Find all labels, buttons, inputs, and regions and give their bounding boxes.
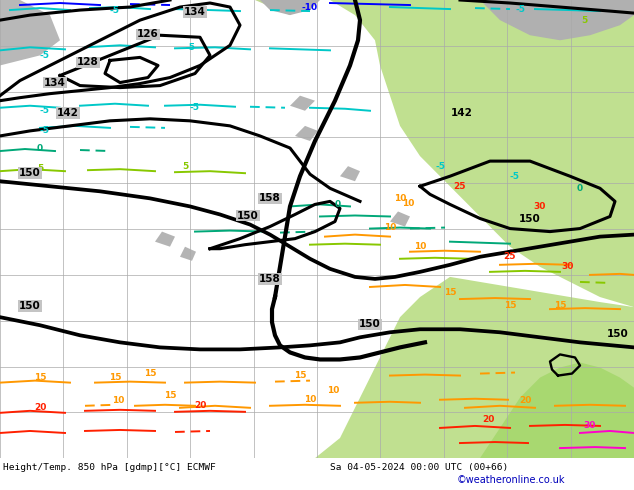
Text: 25: 25 xyxy=(454,182,466,191)
Polygon shape xyxy=(180,246,196,261)
Polygon shape xyxy=(290,96,315,111)
Polygon shape xyxy=(480,363,634,458)
Text: 15: 15 xyxy=(164,391,176,400)
Text: Sa 04-05-2024 00:00 UTC (00+66): Sa 04-05-2024 00:00 UTC (00+66) xyxy=(330,464,508,472)
Text: 126: 126 xyxy=(137,29,159,39)
Text: 150: 150 xyxy=(19,301,41,311)
Text: -5: -5 xyxy=(190,103,200,112)
Text: 20: 20 xyxy=(519,396,531,405)
Text: 142: 142 xyxy=(57,108,79,118)
Text: 158: 158 xyxy=(259,274,281,284)
Text: 128: 128 xyxy=(77,57,99,68)
Text: 15: 15 xyxy=(444,288,456,296)
Text: ©weatheronline.co.uk: ©weatheronline.co.uk xyxy=(456,475,565,485)
Text: 10: 10 xyxy=(384,222,396,232)
Text: 20: 20 xyxy=(194,401,206,410)
Text: 20: 20 xyxy=(34,403,46,412)
Text: 20: 20 xyxy=(482,416,494,424)
Polygon shape xyxy=(390,212,410,226)
Polygon shape xyxy=(540,0,634,25)
Polygon shape xyxy=(0,0,60,66)
Text: 10: 10 xyxy=(304,395,316,404)
Text: 150: 150 xyxy=(359,319,381,329)
Polygon shape xyxy=(315,277,634,458)
Polygon shape xyxy=(0,0,30,66)
Text: 134: 134 xyxy=(184,7,206,17)
Text: 5: 5 xyxy=(581,16,587,24)
Text: 10: 10 xyxy=(327,386,339,395)
Text: 15: 15 xyxy=(553,300,566,310)
Text: -5: -5 xyxy=(110,5,120,15)
Polygon shape xyxy=(330,0,634,307)
Text: -5: -5 xyxy=(40,51,50,60)
Text: 150: 150 xyxy=(519,214,541,223)
Text: 10: 10 xyxy=(402,199,414,208)
Text: 134: 134 xyxy=(44,77,66,88)
Text: -5: -5 xyxy=(515,4,525,14)
Text: 25: 25 xyxy=(504,252,516,261)
Text: 15: 15 xyxy=(144,368,156,378)
Text: 150: 150 xyxy=(237,211,259,220)
Text: Height/Temp. 850 hPa [gdmp][°C] ECMWF: Height/Temp. 850 hPa [gdmp][°C] ECMWF xyxy=(3,464,216,472)
Text: 30: 30 xyxy=(534,202,546,211)
Polygon shape xyxy=(260,0,320,15)
Text: 30: 30 xyxy=(584,421,596,430)
Text: -5: -5 xyxy=(510,172,520,181)
Text: 10: 10 xyxy=(394,194,406,203)
Text: 15: 15 xyxy=(109,373,121,382)
Text: 5: 5 xyxy=(182,162,188,171)
Text: 0: 0 xyxy=(37,144,43,152)
Text: -5: -5 xyxy=(40,106,50,115)
Text: 15: 15 xyxy=(34,373,46,382)
Text: 30: 30 xyxy=(562,262,574,271)
Text: 150: 150 xyxy=(607,329,629,339)
Text: 158: 158 xyxy=(259,194,281,203)
Text: -10: -10 xyxy=(302,2,318,12)
Text: 0: 0 xyxy=(577,184,583,193)
Polygon shape xyxy=(255,0,310,15)
Polygon shape xyxy=(155,232,175,246)
Text: -5: -5 xyxy=(185,43,195,52)
Text: 0: 0 xyxy=(335,200,341,209)
Text: 5: 5 xyxy=(37,164,43,172)
Polygon shape xyxy=(295,126,318,141)
Polygon shape xyxy=(480,0,634,40)
Text: 15: 15 xyxy=(504,300,516,310)
Text: 10: 10 xyxy=(414,242,426,251)
Text: 150: 150 xyxy=(19,168,41,178)
Polygon shape xyxy=(340,166,360,181)
Text: 10: 10 xyxy=(112,396,124,405)
Text: 15: 15 xyxy=(294,371,306,380)
Text: -5: -5 xyxy=(435,162,445,171)
Text: 142: 142 xyxy=(451,108,473,118)
Text: -5: -5 xyxy=(40,126,50,135)
